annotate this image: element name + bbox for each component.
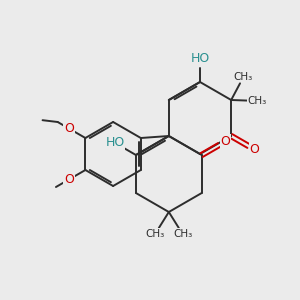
Text: HO: HO xyxy=(190,52,210,65)
Text: CH₃: CH₃ xyxy=(173,229,192,239)
Text: CH₃: CH₃ xyxy=(145,229,164,239)
Text: CH₃: CH₃ xyxy=(234,72,253,82)
Text: O: O xyxy=(250,143,260,156)
Text: CH₃: CH₃ xyxy=(248,96,267,106)
Text: O: O xyxy=(64,173,74,186)
Text: HO: HO xyxy=(106,136,125,149)
Text: O: O xyxy=(220,135,230,148)
Text: O: O xyxy=(64,122,74,135)
